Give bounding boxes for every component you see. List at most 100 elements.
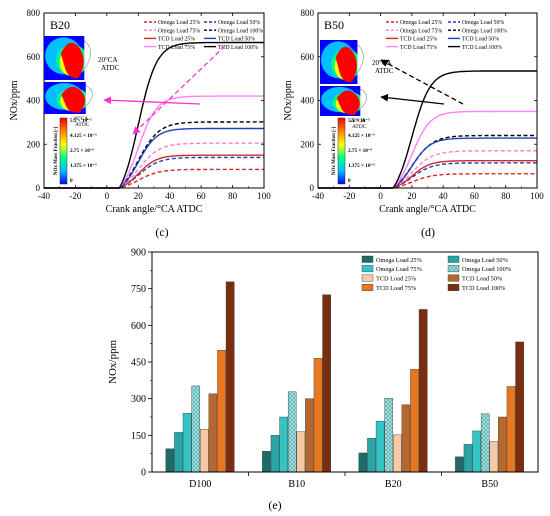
panel-d-inset-top-contour-red xyxy=(335,46,357,83)
panel-d-colorbar-tick: 4.125 × 10⁻⁵ xyxy=(348,133,375,139)
panel-d-series-line xyxy=(318,134,537,189)
panel-d-x-tick-label: -20 xyxy=(343,191,355,201)
panel-d-inset-top-piston-bowl-mask xyxy=(357,40,372,84)
panel-c-series-line xyxy=(44,121,264,189)
panel-e-category-label: D100 xyxy=(189,479,211,490)
panel-c-colorbar xyxy=(59,117,68,185)
panel-e-bar xyxy=(463,444,473,473)
panel-d-legend-label: TCD Load 25% xyxy=(400,37,437,43)
panel-c-x-tick-label: 0 xyxy=(105,191,110,201)
panel-c-inset-top-bowl-outline xyxy=(84,40,92,70)
panel-e-legend-label: Omega Load 50% xyxy=(462,257,509,264)
panel-e-bar xyxy=(455,456,464,473)
panel-d-inset-bottom-piston-bowl-mask xyxy=(360,86,376,116)
panel-c-colorbar-title: NOx Mass Fraction [-] xyxy=(54,127,59,176)
panel-d-arrow xyxy=(380,59,464,105)
panel-c-line-chart: -40 -20 0 20 40 60 80 100 0 200 400 600 800 Crank ang… xyxy=(9,8,271,215)
panel-d-colorbar xyxy=(337,117,346,185)
panel-e-bar xyxy=(262,451,271,473)
panel-c-inset-top-label-2: ATDC xyxy=(101,64,120,72)
panel-e-legend-swatch xyxy=(361,265,374,273)
panel-c-series-line xyxy=(44,156,264,189)
panel-e-y-tick-label: 0 xyxy=(141,468,146,479)
panel-c-x-tick-label: -40 xyxy=(38,191,50,201)
panel-e-bar xyxy=(418,309,428,473)
panel-c-inset-top-piston-bowl-mask xyxy=(84,36,100,80)
panel-e-bar-chart: D100 B10 B20 B50 0 150 300 450 600 750 900 NOx/ppm O… xyxy=(107,248,539,490)
panel-c-y-tick-label: 800 xyxy=(27,8,41,18)
panel-c-legend-label: Omega Load 75% xyxy=(158,28,200,34)
panel-d-legend-label: TCD Load 75% xyxy=(400,45,437,51)
panel-d-colorbar-tick: 0 xyxy=(348,178,351,184)
panel-c-inset-bottom-piston-bowl-mask xyxy=(85,82,102,114)
panel-e-bar xyxy=(472,430,481,473)
panel-e-bar xyxy=(515,341,524,473)
panel-d-colorbar-tick: 5.5 × 10⁻⁵ xyxy=(348,118,370,124)
panel-e-category-label: B20 xyxy=(385,479,402,490)
panel-e-bar xyxy=(489,441,499,473)
panel-e-legend-label: TCD Load 50% xyxy=(462,276,503,283)
panel-c-y-tick-label: 400 xyxy=(27,96,41,106)
panel-e-bar xyxy=(367,438,376,473)
panel-d-colorbar-tick: 2.75 × 10⁻⁵ xyxy=(348,148,373,154)
panel-c-inset-top-label-1: 20°CA xyxy=(98,56,118,64)
panel-c-y-axis-label: NOx/ppm xyxy=(9,80,20,120)
panel-e-bar xyxy=(313,358,323,473)
panel-c-legend-label: TCD Load 25% xyxy=(158,37,195,43)
panel-e-y-tick-label: 150 xyxy=(131,431,146,442)
panel-c-x-tick-label: 80 xyxy=(228,191,238,201)
panel-c-inset-bottom-label-2: ATDC xyxy=(75,122,90,128)
panel-d-legend-label: TCD Load 50% xyxy=(462,37,499,43)
panel-d-x-tick-label: 80 xyxy=(501,191,511,201)
panel-c-series-line xyxy=(44,142,264,189)
panel-c-x-tick-label: 40 xyxy=(165,191,175,201)
panel-e-bar xyxy=(393,434,402,473)
panel-e-bar xyxy=(165,448,175,473)
panel-e-bar xyxy=(358,452,368,473)
panel-d-inset-bottom-label-1: 20°CA xyxy=(350,117,365,124)
panel-c-legend-label: Omega Load 25% xyxy=(158,20,200,26)
panel-e-legend-label: Omega Load 75% xyxy=(376,266,423,273)
panel-d-y-axis-label: NOx/ppm xyxy=(283,80,294,120)
panel-e-bar xyxy=(174,432,183,473)
panel-e-legend-label: Omega Load 25% xyxy=(376,257,423,264)
panel-c-legend-label: TCD Load 100% xyxy=(218,45,258,51)
panel-d-inset-bottom-bowl-outline xyxy=(360,88,368,109)
panel-c-arrow xyxy=(103,96,201,105)
panel-c-x-tick-label: 20 xyxy=(134,191,144,201)
panel-c-inset-bottom-label-1: 20°CA xyxy=(73,115,88,122)
panel-d-x-tick-label: 100 xyxy=(530,191,544,201)
panel-d-x-tick-label: 20 xyxy=(407,191,417,201)
panel-e-bar xyxy=(270,435,280,473)
panel-d-title: B50 xyxy=(324,18,344,32)
panel-e-legend-swatch xyxy=(447,274,460,282)
panel-c-y-tick-label: 200 xyxy=(27,139,41,149)
panel-d-colorbar-title: NOx Mass Fraction [-] xyxy=(332,127,337,176)
panel-c-y-tick-label: 600 xyxy=(27,52,41,62)
panel-e-bar xyxy=(191,385,201,473)
panel-d-inset-bottom-contour-red xyxy=(336,90,360,115)
panel-c-legend-label: Omega Load 50% xyxy=(218,20,260,26)
panel-e-bar xyxy=(401,404,411,473)
panel-e-legend-swatch xyxy=(447,284,460,291)
panel-d-series-line xyxy=(318,173,537,189)
panel-d-inset-bottom-label-2: ATDC xyxy=(352,124,367,130)
panel-e-bar xyxy=(375,420,385,473)
panel-c-x-tick-label: 100 xyxy=(257,191,271,201)
panel-d-y-tick-label: 200 xyxy=(301,139,315,149)
panel-e-bar xyxy=(217,350,226,473)
panel-d-inset-top-bowl-outline xyxy=(357,44,364,74)
panel-c-arrow xyxy=(132,45,226,135)
panel-e-y-tick-label: 450 xyxy=(131,358,146,369)
panel-c-x-axis-label: Crank angle/°CA ATDC xyxy=(106,204,203,215)
panel-e-bar xyxy=(480,413,490,473)
panel-c-legend-label: Omega Load 100% xyxy=(218,28,263,34)
panel-d-x-tick-label: 0 xyxy=(378,191,383,201)
panel-e-bar xyxy=(287,391,297,473)
panel-d-y-tick-label: 0 xyxy=(310,183,315,193)
panel-e-bar xyxy=(279,416,288,473)
panel-c-colorbar-tick: 1.375 × 10⁻⁵ xyxy=(70,163,97,169)
panel-c-inset-bottom-bowl-outline xyxy=(85,84,93,107)
panel-c-title: B20 xyxy=(50,18,70,32)
